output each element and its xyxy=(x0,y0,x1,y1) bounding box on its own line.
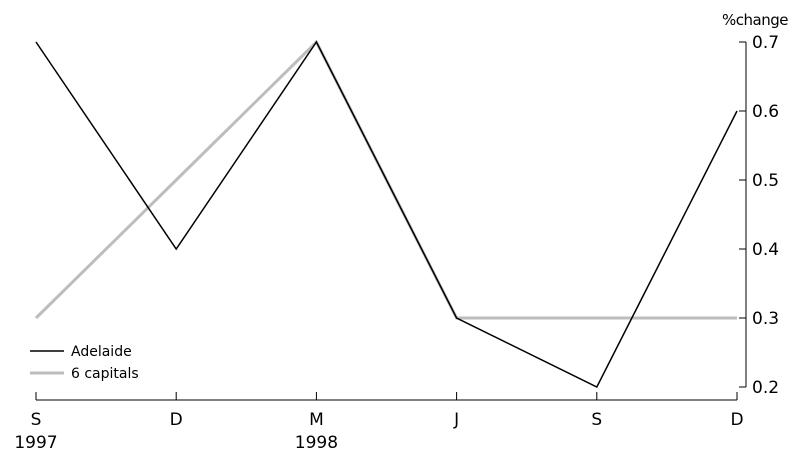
legend-label: 6 capitals xyxy=(71,366,139,382)
series-line-adelaide xyxy=(35,40,738,388)
x-tick-label: M xyxy=(309,410,324,430)
x-year-label: 1997 xyxy=(14,433,57,453)
y-tick-label: 0.5 xyxy=(752,171,779,191)
x-tick-label: D xyxy=(730,410,743,430)
legend-label: Adelaide xyxy=(71,344,132,360)
y-axis-unit-label: %change xyxy=(722,11,788,29)
x-year-label: 1998 xyxy=(295,433,338,453)
y-tick-label: 0.3 xyxy=(752,309,779,329)
axes: 0.2 0.3 0.4 0.5 0.6 0.7 S 1997 D M 1998 J S D xyxy=(14,33,779,453)
x-tick-label: J xyxy=(453,410,459,430)
series-layer xyxy=(34,39,738,388)
x-tick-label: D xyxy=(170,410,183,430)
x-tick-label: S xyxy=(31,410,42,430)
y-tick-label: 0.2 xyxy=(752,378,779,398)
x-tick-label: S xyxy=(591,410,602,430)
y-tick-label: 0.4 xyxy=(752,240,779,260)
y-tick-label: 0.7 xyxy=(752,33,779,53)
y-tick-label: 0.6 xyxy=(752,102,779,122)
legend: Adelaide 6 capitals xyxy=(30,344,139,382)
